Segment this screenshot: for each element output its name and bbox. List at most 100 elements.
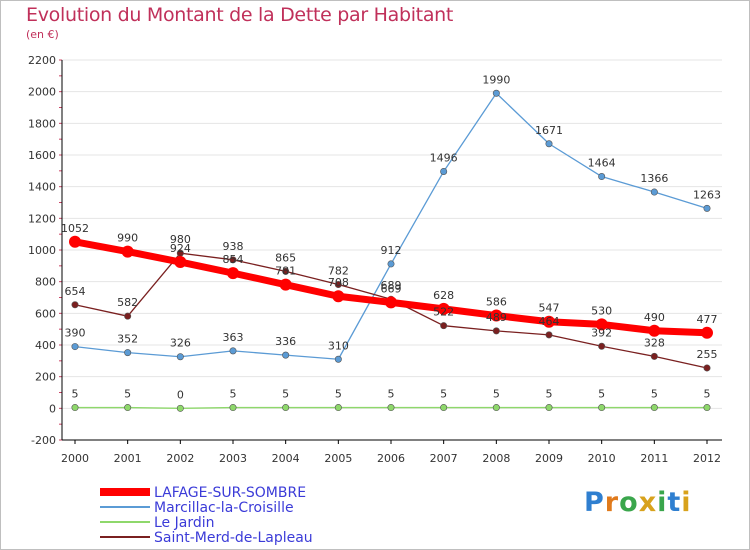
y-tick-label: 1800 [28, 117, 56, 130]
x-tick-label: 2012 [693, 452, 721, 465]
data-point [121, 245, 134, 258]
x-tick-label: 2008 [482, 452, 510, 465]
chart-subtitle: (en €) [26, 28, 59, 41]
data-point [334, 355, 342, 363]
data-point [229, 256, 237, 264]
data-point [385, 296, 397, 309]
logo-letter: o [619, 487, 639, 518]
y-tick-label: 0 [49, 402, 56, 415]
data-label: 5 [388, 388, 395, 401]
data-label: 489 [486, 311, 507, 324]
data-point [71, 301, 79, 309]
data-point [492, 89, 500, 97]
data-label: 0 [177, 388, 184, 401]
data-point [229, 347, 237, 355]
data-label: 708 [328, 276, 349, 289]
data-label: 5 [335, 388, 342, 401]
y-tick-label: 800 [35, 276, 56, 289]
y-tick-label: 200 [35, 371, 56, 384]
data-label: 654 [65, 285, 86, 298]
data-point [545, 331, 553, 339]
data-label: 912 [381, 244, 402, 257]
chart-title: Evolution du Montant de la Dette par Hab… [26, 4, 454, 26]
data-point [598, 404, 606, 412]
data-label: 352 [117, 333, 138, 346]
y-tick-label: 1200 [28, 212, 56, 225]
data-label: 782 [328, 265, 349, 278]
data-point [124, 312, 132, 320]
y-tick-label: 1000 [28, 244, 56, 257]
data-point [648, 324, 661, 337]
data-point [492, 327, 500, 335]
data-label: 490 [644, 311, 665, 324]
data-point [490, 309, 503, 322]
data-label: 1263 [693, 188, 721, 201]
data-label: 310 [328, 339, 349, 352]
data-label: 5 [546, 388, 553, 401]
legend-entry: Saint-Merd-de-Lapleau [154, 530, 313, 546]
x-tick-label: 2003 [219, 452, 247, 465]
data-point [598, 342, 606, 350]
data-point [545, 140, 553, 148]
data-label: 5 [72, 388, 79, 401]
proxiti-logo: Proxiti [584, 487, 692, 518]
y-tick-label: 600 [35, 307, 56, 320]
logo-letter: i [681, 487, 692, 518]
data-label: 5 [230, 388, 237, 401]
data-label: 1464 [588, 157, 616, 170]
data-point [650, 352, 658, 360]
data-point [174, 256, 187, 269]
data-label: 363 [223, 331, 244, 344]
legend-entry: Marcillac-la-Croisille [154, 500, 294, 516]
data-label: 392 [591, 326, 612, 339]
data-label: 390 [65, 327, 86, 340]
logo-letter: P [584, 487, 605, 518]
logo-letter: r [604, 487, 620, 518]
data-point [703, 204, 711, 212]
data-point [227, 267, 239, 280]
data-point [440, 404, 448, 412]
legend-entry: Le Jardin [154, 515, 214, 531]
data-label: 1671 [535, 124, 563, 137]
data-point [437, 302, 450, 315]
x-tick-label: 2001 [114, 452, 142, 465]
data-point [701, 326, 713, 339]
data-point [545, 404, 553, 412]
data-point [124, 349, 132, 357]
data-label: 5 [124, 388, 131, 401]
data-point [176, 353, 184, 361]
data-point [703, 404, 711, 412]
y-tick-label: 400 [35, 339, 56, 352]
data-label: 336 [275, 335, 296, 348]
data-point [440, 322, 448, 330]
data-label: 669 [381, 282, 402, 295]
data-point [595, 318, 608, 331]
logo-letter: t [667, 487, 682, 518]
x-tick-label: 2010 [588, 452, 616, 465]
x-tick-label: 2004 [272, 452, 300, 465]
y-tick-label: 2000 [28, 86, 56, 99]
data-label: 530 [591, 304, 612, 317]
data-label: 924 [170, 242, 191, 255]
legend-entry: LAFAGE-SUR-SOMBRE [154, 485, 306, 501]
x-tick-label: 2005 [324, 452, 352, 465]
data-point [282, 351, 290, 359]
x-tick-label: 2009 [535, 452, 563, 465]
data-label: 586 [486, 296, 507, 309]
data-label: 1052 [61, 222, 89, 235]
data-label: 5 [651, 388, 658, 401]
data-label: 1496 [430, 151, 458, 164]
data-label: 865 [275, 251, 296, 264]
data-point [124, 404, 132, 412]
data-label: 689 [381, 279, 402, 292]
y-tick-label: 1400 [28, 181, 56, 194]
data-label: 328 [644, 336, 665, 349]
data-label: 522 [433, 306, 454, 319]
data-point [282, 267, 290, 275]
data-point [229, 404, 237, 412]
data-point [71, 404, 79, 412]
series-line-3 [74, 252, 708, 369]
data-label: 980 [170, 233, 191, 246]
logo-letter: x [638, 487, 658, 518]
